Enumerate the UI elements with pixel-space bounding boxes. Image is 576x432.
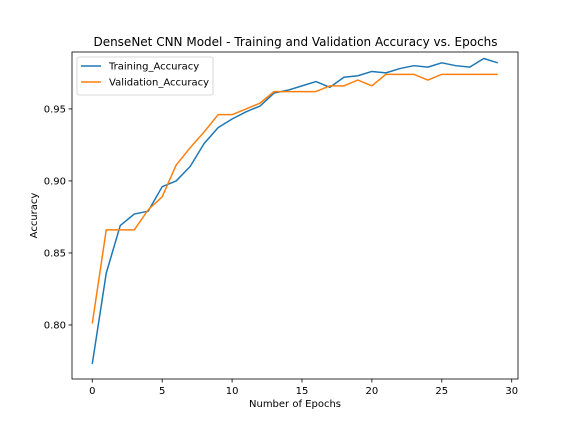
y-tick-label: 0.80 [44, 320, 66, 331]
legend-label-training: Training_Accuracy [108, 62, 199, 73]
series-line-training-accuracy [91, 57, 498, 364]
x-tick-label: 25 [435, 386, 448, 397]
x-tick-label: 10 [226, 386, 239, 397]
x-tick-label: 20 [366, 386, 379, 397]
y-tick-label: 0.90 [44, 176, 66, 187]
x-axis-label: Number of Epochs [249, 399, 341, 410]
legend-label-validation: Validation_Accuracy [109, 78, 209, 89]
x-tick-label: 0 [89, 386, 95, 397]
series-lines [91, 57, 498, 364]
legend: Training_Accuracy Validation_Accuracy [76, 56, 214, 96]
y-tick-label: 0.95 [44, 104, 66, 115]
x-tick-label: 15 [296, 386, 309, 397]
legend-box [76, 56, 214, 96]
y-axis-label: Accuracy [29, 193, 40, 239]
y-axis-ticks: 0.80 0.85 0.90 0.95 [44, 104, 72, 331]
x-tick-label: 5 [159, 386, 165, 397]
x-axis-ticks: 0 5 10 15 20 25 30 [89, 379, 518, 397]
x-tick-label: 30 [505, 386, 518, 397]
y-tick-label: 0.85 [44, 248, 66, 259]
plot-area [71, 51, 519, 380]
series-line-validation-accuracy [91, 73, 498, 324]
chart-title: DenseNet CNN Model - Training and Valida… [93, 35, 497, 49]
